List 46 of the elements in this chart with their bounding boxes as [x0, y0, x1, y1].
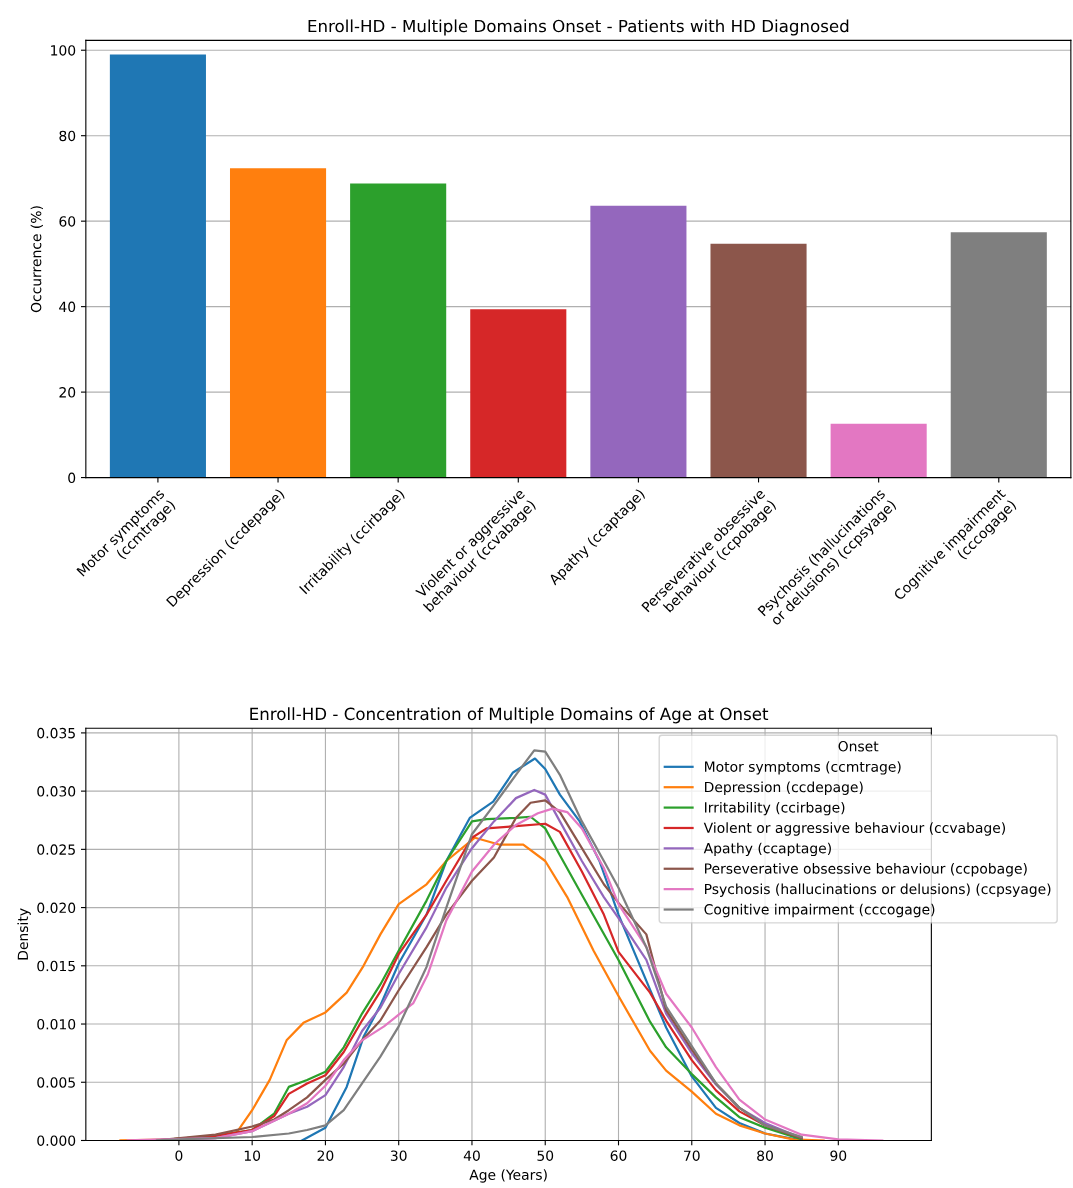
x-tick-label: 60 — [610, 1150, 627, 1161]
bar — [710, 243, 807, 478]
y-tick-label: 0 — [68, 472, 76, 484]
legend-label: Cognitive impairment (cccogage) — [704, 903, 935, 918]
y-tick-label: 60 — [59, 216, 76, 227]
x-tick-label: 90 — [830, 1150, 847, 1161]
x-tick-label: 10 — [244, 1150, 261, 1161]
bar — [590, 205, 687, 478]
x-tick-label: 0 — [175, 1150, 183, 1161]
legend-label: Violent or aggressive behaviour (ccvabage) — [703, 822, 1006, 836]
x-tick-label: 80 — [757, 1150, 773, 1161]
legend-label: Perseverative obsessive behaviour (ccpobage) — [705, 863, 1027, 877]
y-tick-label: 0.035 — [37, 727, 75, 739]
legend-label: Psychosis (hallucinations or delusions) (ccpsyage) — [705, 883, 1051, 897]
y-tick-label: 80 — [59, 130, 76, 142]
y-tick-label: 0.020 — [37, 902, 76, 914]
y-axis-title: Occurrence (%) — [30, 206, 43, 313]
bar — [229, 168, 327, 478]
legend-title: Onset — [838, 740, 879, 752]
x-tick-label: 20 — [317, 1150, 334, 1161]
bar — [350, 183, 447, 478]
x-axis-title: Age (Years) — [469, 1169, 547, 1183]
y-axis-title: Density — [17, 908, 31, 960]
x-tick-label: 70 — [684, 1150, 700, 1161]
chart-title: Enroll-HD - Concentration of Multiple Domains of Age at Onset — [250, 707, 769, 724]
y-tick-label: 0.010 — [37, 1019, 76, 1030]
y-tick-label: 0.000 — [37, 1135, 76, 1146]
y-tick-label: 100 — [51, 45, 76, 56]
x-tick-label: 40 — [463, 1150, 480, 1161]
bar — [470, 309, 567, 478]
chart-title: Enroll-HD - Multiple Domains Onset - Patients with HD Diagnosed — [308, 19, 849, 36]
y-tick-label: 20 — [59, 387, 76, 398]
legend-label: Apathy (ccaptage) — [703, 842, 831, 857]
y-tick-label: 0.015 — [37, 960, 75, 972]
bar — [830, 423, 927, 478]
legend-label: Depression (ccdepage) — [705, 781, 863, 795]
legend-label: Irritability (ccirbage) — [705, 801, 845, 816]
y-tick-label: 40 — [59, 301, 76, 313]
y-tick-label: 0.025 — [37, 844, 75, 855]
legend-label: Motor symptoms (ccmtrage) — [705, 761, 901, 775]
y-tick-label: 0.030 — [37, 786, 76, 797]
bar — [109, 54, 206, 478]
bar — [950, 232, 1047, 478]
y-tick-label: 0.005 — [37, 1077, 75, 1088]
x-tick-label: 30 — [390, 1150, 407, 1161]
x-tick-label: 50 — [537, 1150, 554, 1161]
